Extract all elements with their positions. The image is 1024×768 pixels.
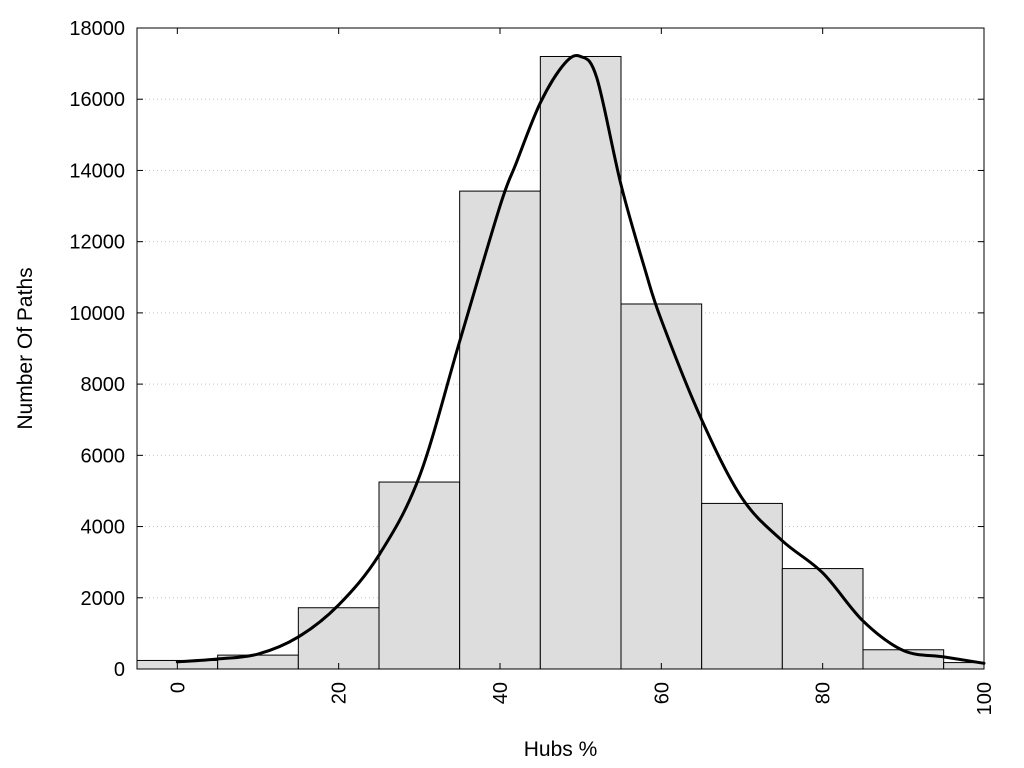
histogram-bar-3	[378, 481, 461, 670]
histogram-bars	[136, 55, 985, 670]
y-tick-label-6000: 6000	[81, 445, 126, 467]
histogram-bar-8	[781, 568, 864, 670]
plot-frame	[136, 27, 985, 670]
histogram-bar-9	[862, 649, 945, 670]
y-tick-label-8000: 8000	[81, 374, 126, 396]
histogram-bar-5	[539, 55, 622, 670]
y-tick-label-18000: 18000	[69, 18, 125, 40]
y-tick-label-14000: 14000	[69, 160, 125, 182]
histogram-bar-7	[701, 502, 783, 670]
y-tick-label-4000: 4000	[81, 517, 126, 539]
density-curve-group	[175, 54, 986, 665]
density-curve	[175, 54, 986, 665]
x-tick-label-20: 20	[329, 682, 351, 704]
histogram-bar-2	[297, 607, 380, 670]
y-tick-label-0: 0	[114, 659, 125, 681]
x-tick-label-60: 60	[651, 682, 673, 704]
histogram-bar-6	[620, 303, 703, 670]
x-axis-title: Hubs %	[524, 738, 598, 761]
y-tick-label-12000: 12000	[69, 232, 125, 254]
x-tick-label-0: 0	[167, 682, 189, 693]
x-tick-label-100: 100	[974, 682, 996, 715]
axis-ticks: 0 2000 4000 6000 8000 10000 12000 14000 16000 180…	[69, 18, 996, 715]
histogram-bar-4	[459, 190, 541, 670]
y-tick-label-10000: 10000	[69, 303, 125, 325]
y-axis-title: Number Of Paths	[14, 267, 37, 429]
y-tick-label-16000: 16000	[69, 89, 125, 111]
x-tick-label-40: 40	[490, 682, 512, 704]
y-tick-label-2000: 2000	[81, 588, 126, 610]
x-tick-label-80: 80	[813, 682, 835, 704]
